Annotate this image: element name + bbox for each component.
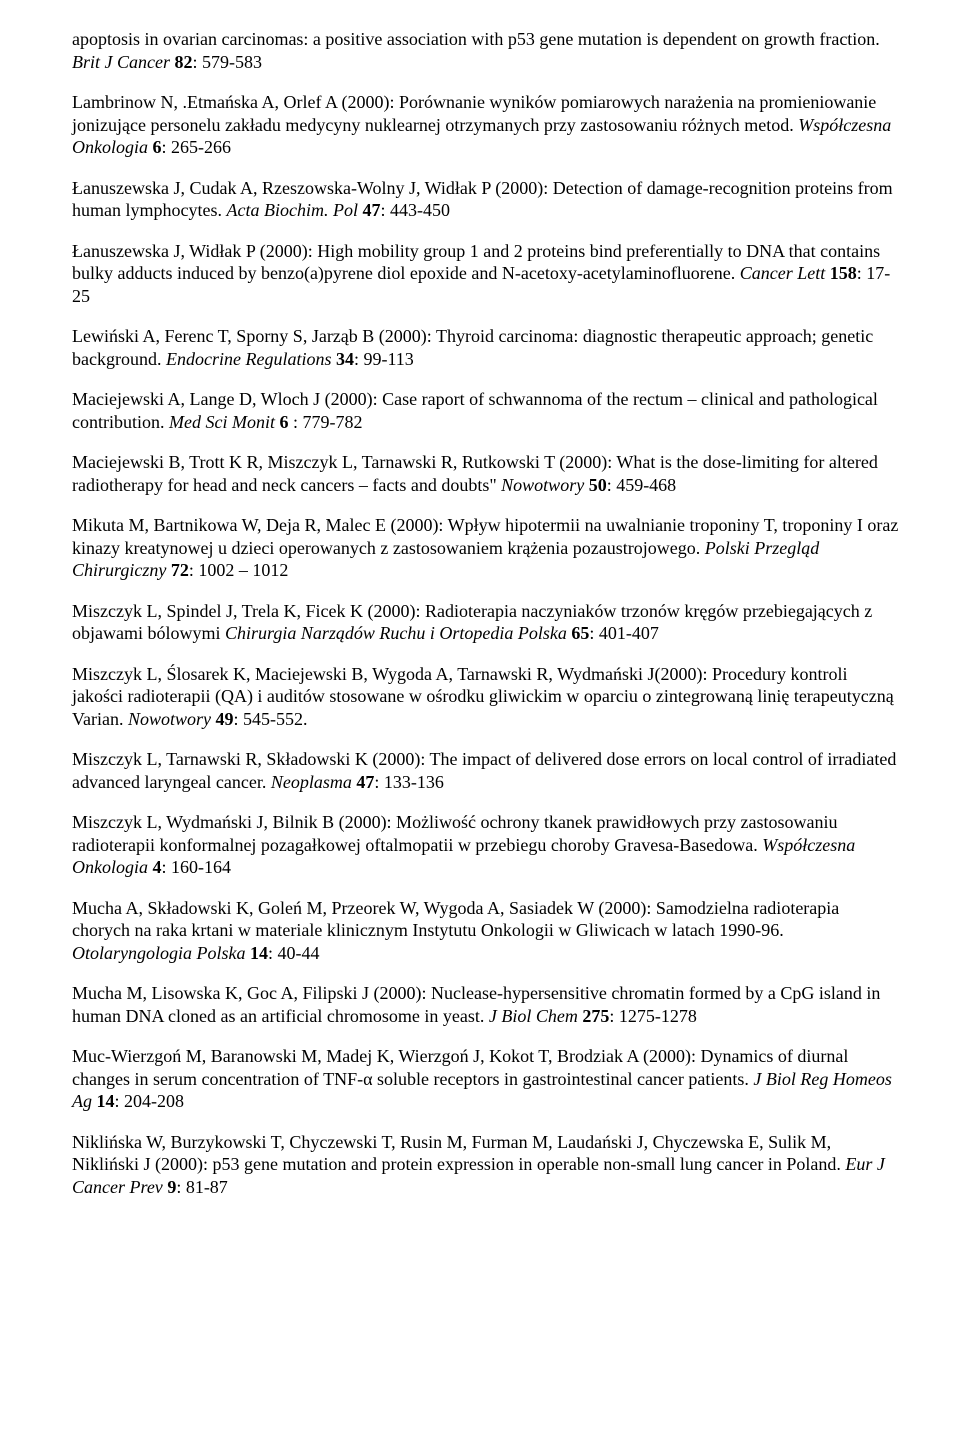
page-range: : 160-164 xyxy=(162,857,232,877)
reference-entry: Mikuta M, Bartnikowa W, Deja R, Malec E … xyxy=(72,514,900,582)
volume-number: 158 xyxy=(830,263,857,283)
page-range: : 81-87 xyxy=(176,1177,228,1197)
journal-name: Chirurgia Narządów Ruchu i Ortopedia Pol… xyxy=(225,623,571,643)
journal-name: Brit J Cancer xyxy=(72,52,174,72)
reference-text: Muc-Wierzgoń M, Baranowski M, Madej K, W… xyxy=(72,1046,848,1089)
reference-entry: Lewiński A, Ferenc T, Sporny S, Jarząb B… xyxy=(72,325,900,370)
reference-text: apoptosis in ovarian carcinomas: a posit… xyxy=(72,29,880,49)
volume-number: 47 xyxy=(362,200,380,220)
reference-entry: Miszczyk L, Tarnawski R, Składowski K (2… xyxy=(72,748,900,793)
reference-text: Mucha A, Składowski K, Goleń M, Przeorek… xyxy=(72,898,839,941)
volume-number: 49 xyxy=(216,709,234,729)
page-range: : 779-782 xyxy=(288,412,362,432)
reference-text: Łanuszewska J, Cudak A, Rzeszowska-Wolny… xyxy=(72,178,893,221)
journal-name: J Biol Chem xyxy=(489,1006,582,1026)
page-range: : 99-113 xyxy=(354,349,414,369)
reference-text: Mucha M, Lisowska K, Goc A, Filipski J (… xyxy=(72,983,880,1026)
reference-text: Miszczyk L, Tarnawski R, Składowski K (2… xyxy=(72,749,896,792)
page-range: : 401-407 xyxy=(589,623,659,643)
volume-number: 14 xyxy=(250,943,268,963)
volume-number: 4 xyxy=(153,857,162,877)
journal-name: Med Sci Monit xyxy=(169,412,279,432)
page-range: : 265-266 xyxy=(162,137,232,157)
page-range: : 1002 – 1012 xyxy=(189,560,289,580)
reference-entry: Maciejewski B, Trott K R, Miszczyk L, Ta… xyxy=(72,451,900,496)
volume-number: 65 xyxy=(571,623,589,643)
page-range: : 133-136 xyxy=(374,772,444,792)
reference-entry: Łanuszewska J, Widłak P (2000): High mob… xyxy=(72,240,900,308)
reference-entry: Maciejewski A, Lange D, Wloch J (2000): … xyxy=(72,388,900,433)
journal-name: Cancer Lett xyxy=(740,263,830,283)
reference-entry: Łanuszewska J, Cudak A, Rzeszowska-Wolny… xyxy=(72,177,900,222)
volume-number: 34 xyxy=(336,349,354,369)
page-range: : 459-468 xyxy=(607,475,677,495)
reference-text: Maciejewski B, Trott K R, Miszczyk L, Ta… xyxy=(72,452,878,495)
journal-name: Nowotwory xyxy=(501,475,589,495)
volume-number: 9 xyxy=(167,1177,176,1197)
journal-name: Acta Biochim. Pol xyxy=(226,200,362,220)
journal-name: Nowotwory xyxy=(128,709,216,729)
page-range: : 40-44 xyxy=(268,943,320,963)
journal-name: Otolaryngologia Polska xyxy=(72,943,250,963)
page-range: : 204-208 xyxy=(115,1091,185,1111)
reference-text: Miszczyk L, Wydmański J, Bilnik B (2000)… xyxy=(72,812,837,855)
reference-entry: Muc-Wierzgoń M, Baranowski M, Madej K, W… xyxy=(72,1045,900,1113)
journal-name: Endocrine Regulations xyxy=(166,349,336,369)
volume-number: 275 xyxy=(582,1006,609,1026)
reference-entry: Miszczyk L, Ślosarek K, Maciejewski B, W… xyxy=(72,663,900,731)
reference-entry: Mucha M, Lisowska K, Goc A, Filipski J (… xyxy=(72,982,900,1027)
volume-number: 50 xyxy=(589,475,607,495)
volume-number: 47 xyxy=(356,772,374,792)
journal-name: Neoplasma xyxy=(271,772,357,792)
page-range: : 579-583 xyxy=(192,52,262,72)
page-range: : 443-450 xyxy=(380,200,450,220)
volume-number: 14 xyxy=(97,1091,115,1111)
page-range: : 1275-1278 xyxy=(609,1006,697,1026)
reference-entry: Mucha A, Składowski K, Goleń M, Przeorek… xyxy=(72,897,900,965)
volume-number: 82 xyxy=(174,52,192,72)
volume-number: 72 xyxy=(171,560,189,580)
reference-entry: Miszczyk L, Wydmański J, Bilnik B (2000)… xyxy=(72,811,900,879)
reference-entry: Miszczyk L, Spindel J, Trela K, Ficek K … xyxy=(72,600,900,645)
reference-entry: Niklińska W, Burzykowski T, Chyczewski T… xyxy=(72,1131,900,1199)
reference-entry: apoptosis in ovarian carcinomas: a posit… xyxy=(72,28,900,73)
reference-text: Niklińska W, Burzykowski T, Chyczewski T… xyxy=(72,1132,845,1175)
volume-number: 6 xyxy=(153,137,162,157)
reference-text: Lambrinow N, .Etmańska A, Orlef A (2000)… xyxy=(72,92,876,135)
page-range: : 545-552. xyxy=(234,709,308,729)
reference-entry: Lambrinow N, .Etmańska A, Orlef A (2000)… xyxy=(72,91,900,159)
